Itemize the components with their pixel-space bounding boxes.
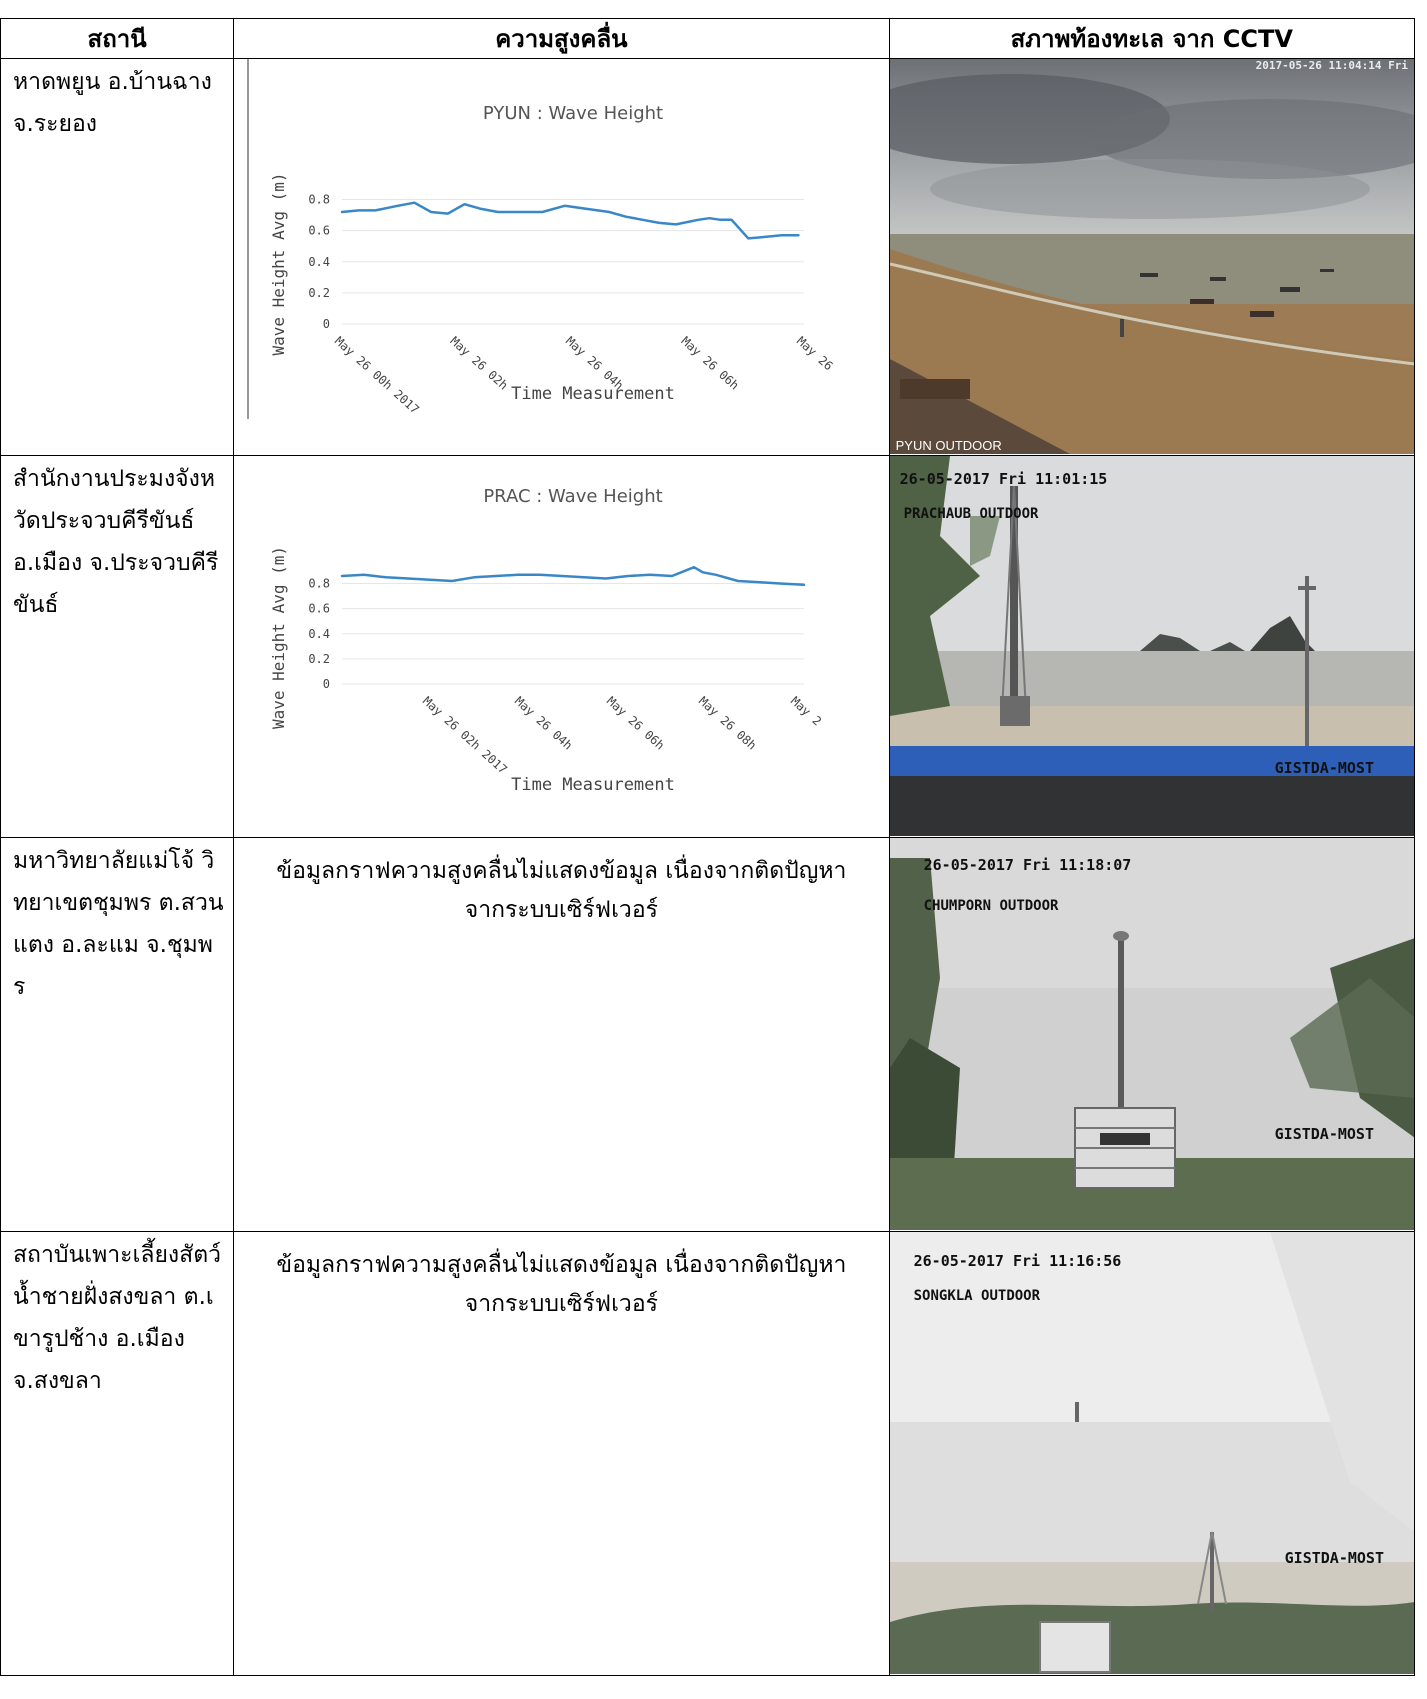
wave-height-series-line: [340, 565, 806, 587]
x-tick-label: May 2: [788, 694, 824, 729]
table-row: สถาบันเพาะเลี้ยงสัตว์น้ำชายฝั่งสงขลา ต.เ…: [0, 1231, 1416, 1676]
x-tick-label: May 26 06h: [679, 334, 742, 393]
cctv-timestamp: 26-05-2017 Fri 11:18:07: [923, 856, 1132, 874]
y-axis-label: Wave Height Avg (m): [269, 172, 288, 355]
cctv-timestamp: 26-05-2017 Fri 11:16:56: [913, 1252, 1122, 1270]
cctv-image-chumphon: [890, 838, 1414, 1230]
chart-title: PYUN : Wave Height: [483, 103, 663, 124]
cctv-location-label: CHUMPORN OUTDOOR: [923, 898, 1059, 914]
cctv-timestamp: 26-05-2017 Fri 11:01:15: [899, 470, 1108, 488]
graph-unavailable-note: ข้อมูลกราฟความสูงคลื่นไม่แสดงข้อมูล เนื่…: [233, 837, 890, 1232]
station-name: มหาวิทยาลัยแม่โจ้ วิทยาเขตชุมพร ต.สวนแตง…: [0, 837, 235, 1232]
cctv-cell: 26-05-2017 Fri 11:16:56 SONGKLA OUTDOOR …: [888, 1231, 1416, 1676]
cctv-cell: 2017-05-26 11:04:14 Fri PYUN OUTDOOR: [888, 58, 1416, 456]
pyun-chart-svg: PYUN : Wave Height Wave Height Avg (m) 0 0.…: [247, 59, 836, 419]
x-tick-label: May 26 02h 2017: [420, 694, 510, 777]
table-header-row: สถานี ความสูงคลื่น สภาพท้องทะเล จาก CCTV: [0, 18, 1416, 59]
wave-graph-cell: PYUN : Wave Height Wave Height Avg (m) 0 0.…: [233, 58, 890, 456]
wave-graph-cell: PRAC : Wave Height Wave Height Avg (m) 0 0.…: [233, 455, 890, 838]
cctv-image-pyun: [890, 59, 1414, 454]
x-tick-label: May 26: [794, 334, 836, 373]
wave-height-series-line: [340, 201, 800, 240]
y-tick-label: 0: [323, 317, 330, 331]
wave-report-table: สถานี ความสูงคลื่น สภาพท้องทะเล จาก CCTV…: [0, 18, 1416, 1676]
y-tick-label: 0.6: [308, 224, 330, 238]
table-row: มหาวิทยาลัยแม่โจ้ วิทยาเขตชุมพร ต.สวนแตง…: [0, 837, 1416, 1232]
cctv-cell: 26-05-2017 Fri 11:01:15 PRACHAUB OUTDOOR…: [888, 455, 1416, 838]
y-tick-label: 0.8: [308, 193, 330, 207]
cctv-watermark: GISTDA-MOST: [1284, 1549, 1384, 1567]
prac-chart-svg: PRAC : Wave Height Wave Height Avg (m) 0 0.…: [269, 486, 824, 795]
cctv-watermark: GISTDA-MOST: [1274, 1125, 1374, 1143]
station-name: สำนักงานประมงจังหวัดประจวบคีรีขันธ์ อ.เม…: [0, 455, 235, 838]
y-axis-label: Wave Height Avg (m): [269, 546, 288, 729]
y-tick-label: 0.8: [308, 577, 330, 591]
table-row: สำนักงานประมงจังหวัดประจวบคีรีขันธ์ อ.เม…: [0, 455, 1416, 838]
graph-unavailable-note: ข้อมูลกราฟความสูงคลื่นไม่แสดงข้อมูล เนื่…: [233, 1231, 890, 1676]
y-tick-label: 0: [323, 677, 330, 691]
station-name: หาดพยูน อ.บ้านฉาง จ.ระยอง: [0, 58, 235, 456]
header-cctv: สภาพท้องทะเล จาก CCTV: [888, 18, 1416, 59]
x-tick-label: May 26 06h: [604, 694, 667, 753]
y-tick-label: 0.2: [308, 286, 330, 300]
header-wave-height: ความสูงคลื่น: [233, 18, 890, 59]
table-row: หาดพยูน อ.บ้านฉาง จ.ระยอง PYUN : Wave He…: [0, 58, 1416, 456]
x-tick-label: May 26 04h: [512, 694, 575, 753]
cctv-watermark: GISTDA-MOST: [1274, 759, 1374, 777]
cctv-location-label: PRACHAUB OUTDOOR: [903, 506, 1039, 522]
station-name: สถาบันเพาะเลี้ยงสัตว์น้ำชายฝั่งสงขลา ต.เ…: [0, 1231, 235, 1676]
x-tick-label: May 26 00h 2017: [332, 334, 422, 417]
cctv-image-prachuap: [890, 456, 1414, 836]
y-tick-label: 0.6: [308, 602, 330, 616]
cctv-cell: 26-05-2017 Fri 11:18:07 CHUMPORN OUTDOOR…: [888, 837, 1416, 1232]
x-tick-label: May 26 02h: [448, 334, 511, 393]
y-tick-label: 0.4: [308, 255, 330, 269]
cctv-location-label: SONGKLA OUTDOOR: [913, 1288, 1041, 1304]
header-station: สถานี: [0, 18, 235, 59]
y-tick-label: 0.4: [308, 627, 330, 641]
cctv-timestamp: 2017-05-26 11:04:14 Fri: [1255, 59, 1408, 73]
pyun-wave-chart: PYUN : Wave Height Wave Height Avg (m) 0 0.…: [234, 59, 888, 454]
x-axis-label: Time Measurement: [511, 384, 675, 404]
cctv-location-label: PYUN OUTDOOR: [895, 438, 1002, 453]
y-tick-label: 0.2: [308, 652, 330, 666]
cctv-image-songkhla: [890, 1232, 1414, 1674]
chart-title: PRAC : Wave Height: [483, 486, 662, 507]
x-axis-label: Time Measurement: [511, 775, 675, 795]
prac-wave-chart: PRAC : Wave Height Wave Height Avg (m) 0 0.…: [234, 456, 888, 836]
x-tick-label: May 26 08h: [696, 694, 759, 753]
